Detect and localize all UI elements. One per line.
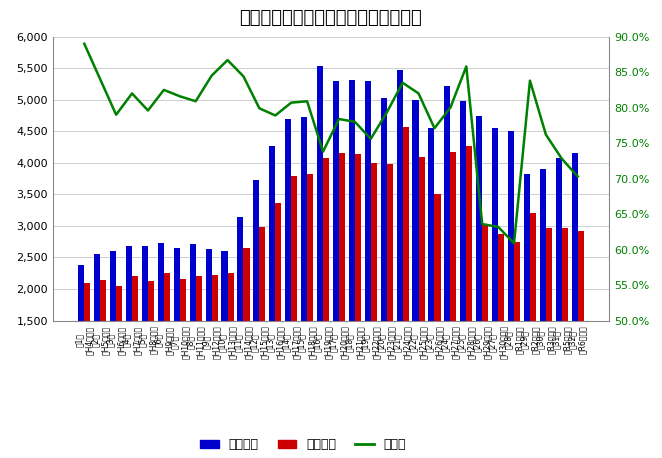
Bar [323, 158, 329, 415]
Bar [100, 279, 106, 415]
Bar [514, 242, 520, 415]
Bar [540, 169, 546, 415]
Bar [349, 80, 355, 415]
Bar [428, 128, 434, 415]
Bar [412, 100, 418, 415]
Bar [301, 117, 307, 415]
Bar [460, 101, 466, 415]
Bar [142, 246, 148, 415]
Bar [450, 152, 456, 415]
Bar [173, 248, 180, 415]
Bar [524, 174, 530, 415]
Bar [572, 153, 578, 415]
Bar [397, 70, 402, 415]
Bar [418, 157, 424, 415]
Bar [578, 231, 584, 415]
Bar [476, 115, 482, 415]
Bar [355, 154, 361, 415]
Bar [291, 176, 297, 415]
Bar [530, 213, 536, 415]
Bar [333, 82, 339, 415]
Bar [116, 286, 122, 415]
Bar [244, 248, 250, 415]
Bar [158, 243, 164, 415]
Title: きゅう師国家試験　受験者数と合格率: きゅう師国家試験 受験者数と合格率 [240, 9, 422, 27]
Bar [94, 254, 100, 415]
Bar [238, 217, 244, 415]
Bar [196, 277, 202, 415]
Bar [222, 251, 228, 415]
Bar [110, 251, 116, 415]
Bar [434, 194, 440, 415]
Bar [562, 229, 568, 415]
Bar [381, 98, 387, 415]
Bar [260, 227, 265, 415]
Bar [317, 66, 323, 415]
Bar [546, 228, 552, 415]
Bar [365, 82, 371, 415]
Bar [84, 284, 90, 415]
Bar [307, 174, 313, 415]
Bar [492, 127, 498, 415]
Bar [556, 158, 562, 415]
Bar [498, 234, 504, 415]
Bar [180, 279, 186, 415]
Bar [228, 273, 234, 415]
Bar [269, 147, 275, 415]
Bar [482, 225, 489, 415]
Bar [402, 127, 408, 415]
Bar [212, 274, 218, 415]
Bar [254, 180, 260, 415]
Bar [387, 164, 393, 415]
Bar [148, 281, 154, 415]
Bar [444, 87, 450, 415]
Bar [189, 244, 196, 415]
Legend: 受験者数, 合格者数, 合格率: 受験者数, 合格者数, 合格率 [195, 433, 411, 456]
Bar [466, 146, 473, 415]
Bar [132, 277, 138, 415]
Bar [339, 153, 345, 415]
Bar [164, 273, 170, 415]
Bar [508, 131, 514, 415]
Bar [371, 163, 377, 415]
Bar [275, 203, 281, 415]
Bar [126, 246, 132, 415]
Bar [78, 265, 84, 415]
Bar [206, 249, 212, 415]
Bar [285, 119, 291, 415]
